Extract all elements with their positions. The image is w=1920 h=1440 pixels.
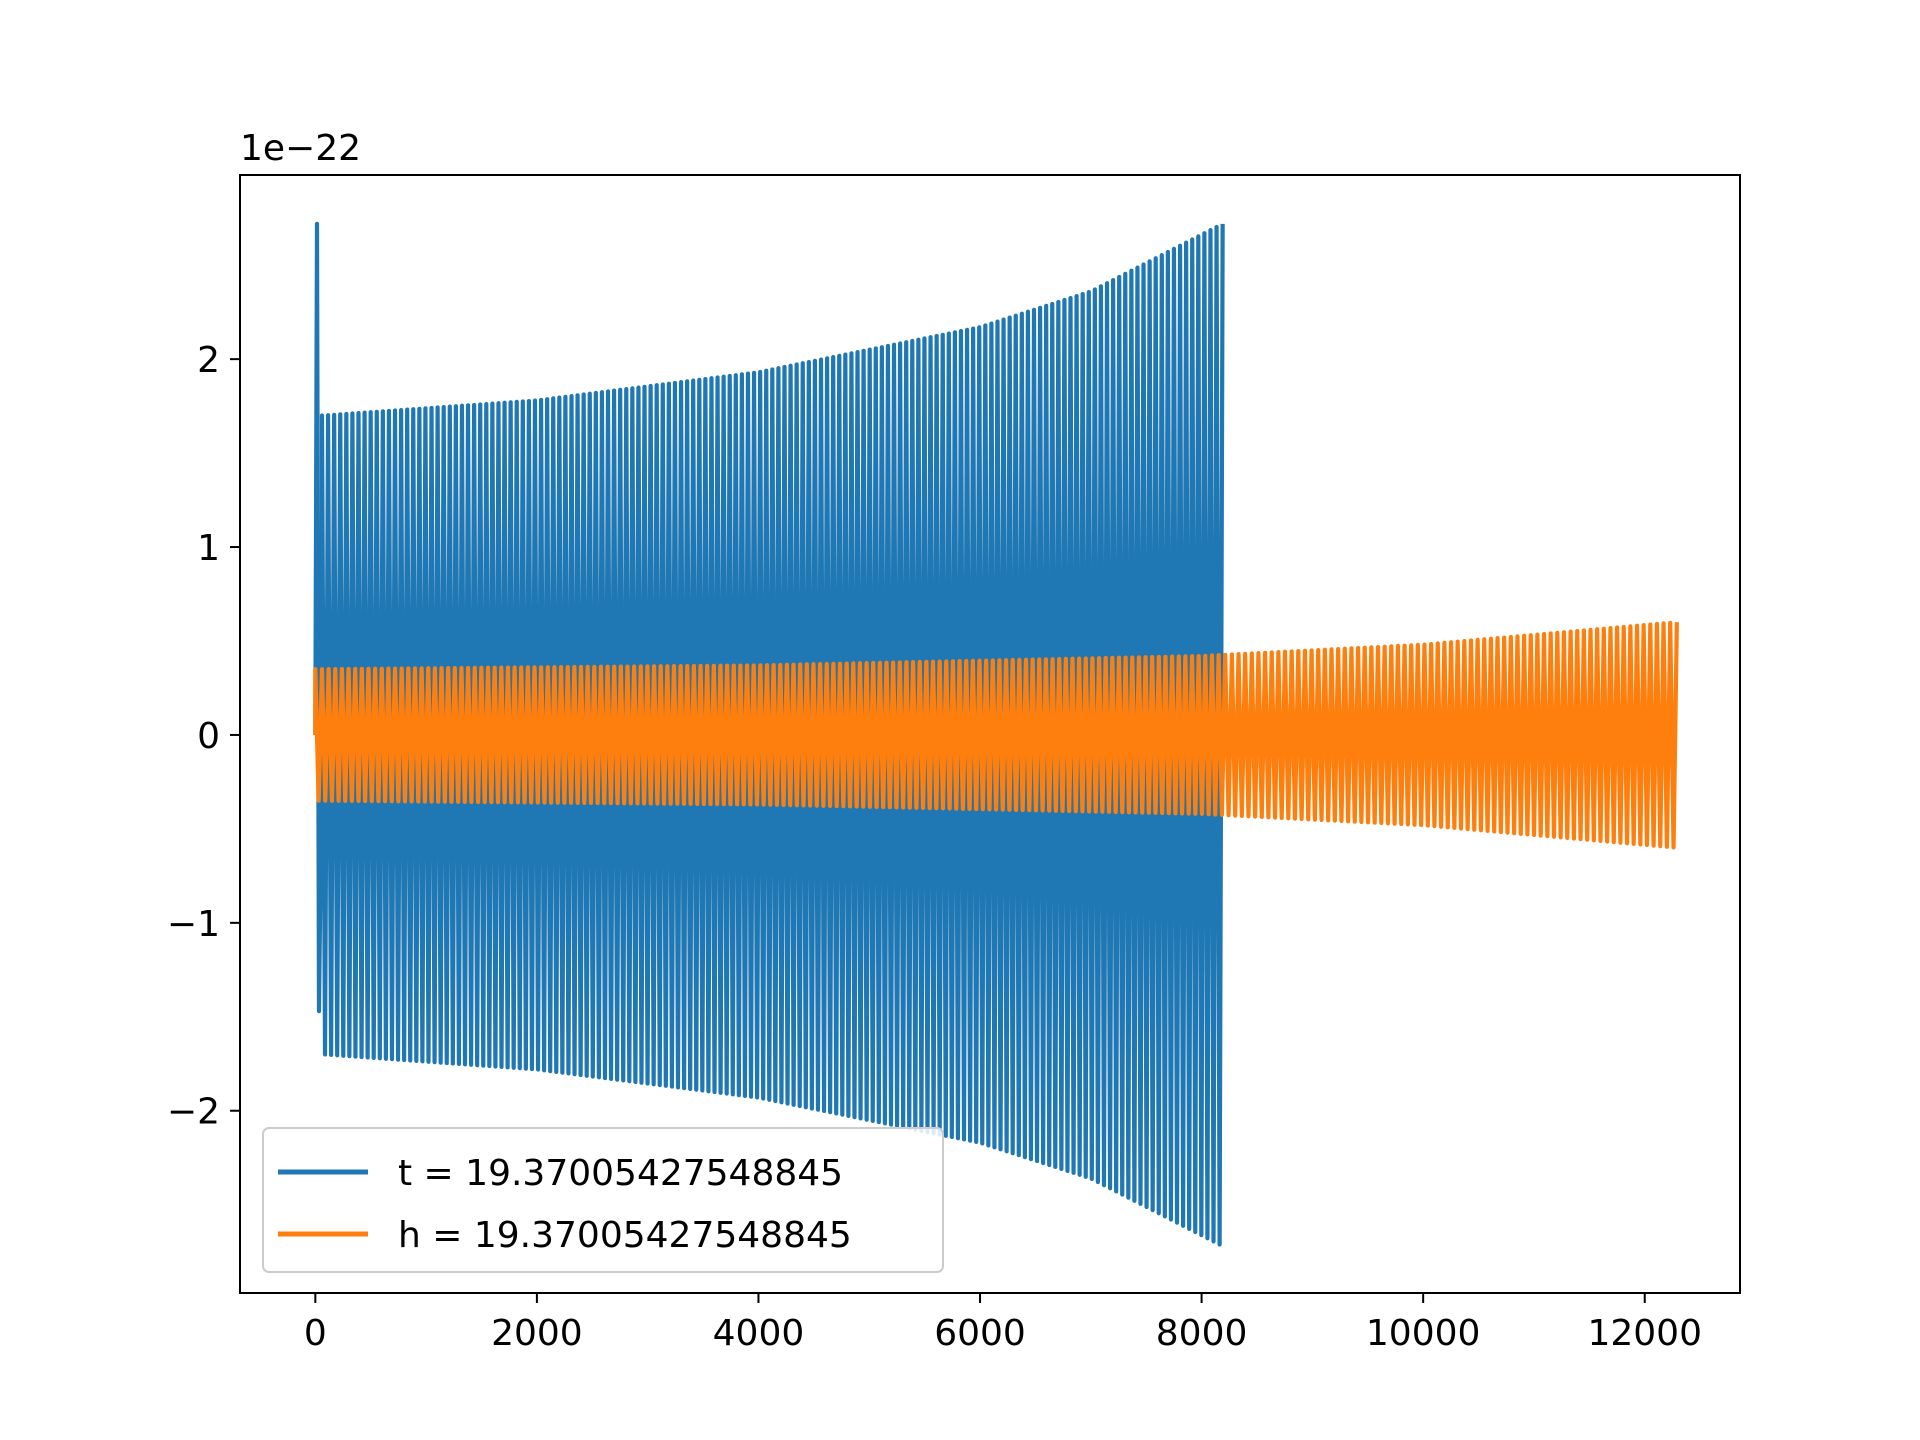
x-tick-label: 4000: [713, 1313, 805, 1354]
y-tick-label: −2: [167, 1092, 220, 1133]
y-tick-label: 1: [197, 528, 220, 569]
y-tick-label: 0: [197, 716, 220, 757]
x-tick-label: 10000: [1366, 1313, 1481, 1354]
y-offset-label: 1e−22: [240, 128, 361, 169]
series-layer: [313, 221, 1679, 1247]
series-line-2: [313, 620, 1679, 850]
x-tick-label: 2000: [491, 1313, 583, 1354]
y-axis: −2 −1 0 1 2: [167, 340, 240, 1133]
series-line-1: [313, 221, 1225, 1247]
x-tick-label: 6000: [934, 1313, 1026, 1354]
y-tick-label: −1: [167, 904, 220, 945]
legend-label-2: h = 19.37005427548845: [398, 1215, 852, 1256]
x-axis: 0 2000 4000 6000 8000 10000 12000: [304, 1293, 1702, 1354]
legend-box: [262, 1127, 944, 1273]
x-tick-label: 0: [304, 1313, 327, 1354]
x-tick-label: 12000: [1587, 1313, 1702, 1354]
legend-label-1: t = 19.37005427548845: [398, 1153, 843, 1194]
y-tick-label: 2: [197, 340, 220, 381]
x-tick-label: 8000: [1156, 1313, 1248, 1354]
legend: t = 19.37005427548845 h = 19.370054275488…: [262, 1127, 944, 1273]
